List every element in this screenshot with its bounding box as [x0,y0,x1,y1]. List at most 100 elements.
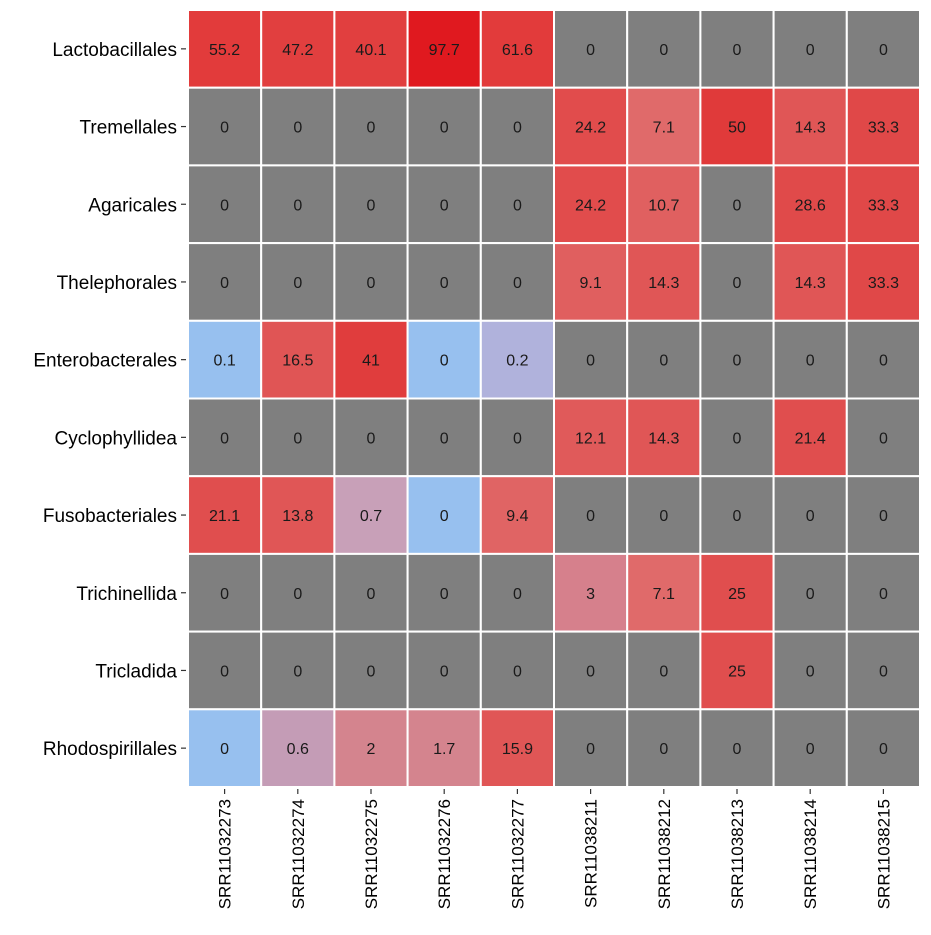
cell-value-label: 2 [367,741,376,758]
cell-value-label: 0 [733,42,742,59]
cell-value-label: 0 [367,663,376,680]
cell-value-label: 0 [513,120,522,137]
heatmap-cell [699,319,775,400]
heatmap-cell [699,9,775,89]
cell-value-label: 33.3 [868,120,899,137]
cell-value-label: 0 [440,663,449,680]
cell-value-label: 0 [806,508,815,525]
cell-value-label: 0 [806,353,815,370]
cell-value-label: 0 [659,508,668,525]
cell-value-label: 0 [586,663,595,680]
cell-value-label: 0 [220,120,229,137]
heatmap-cell [626,475,702,555]
col-labels-layer: SRR11032273 SRR11032274 SRR11032275 SRR1103… [216,789,893,909]
cell-value-label: 0 [513,663,522,680]
cell-value-label: 0 [586,508,595,525]
heatmap-cell [845,552,921,633]
cell-value-label: 25 [728,586,746,603]
heatmap-cell [845,9,921,89]
column-label: SRR11032275 [362,799,381,909]
cell-value-label: 0 [440,353,449,370]
cell-value-label: 25 [728,663,746,680]
column-label: SRR11032273 [216,799,235,909]
row-label: Agaricales [88,195,177,216]
cell-value-label: 24.2 [575,197,606,214]
heatmap-cell [845,164,921,245]
heatmap-cell [845,475,921,555]
heatmap-cell [553,397,629,478]
heatmap-cell [845,319,921,400]
cell-value-label: 33.3 [868,275,899,292]
cell-value-label: 0 [293,663,302,680]
cell-value-label: 0 [586,353,595,370]
row-label: Rhodospirillales [43,739,177,760]
heatmap-cell [626,708,702,788]
heatmap-cell [406,475,482,555]
heatmap-cell [772,475,848,555]
heatmap-cell [699,552,775,633]
heatmap-cell [333,630,409,711]
heatmap-cell [845,242,921,322]
heatmap-cell [260,552,336,633]
heatmap-cell [187,397,263,478]
row-label: Enterobacterales [33,351,177,372]
heatmap-cell [845,708,921,788]
cell-value-label: 0 [293,430,302,447]
cell-value-label: 14.3 [648,275,679,292]
cell-value-label: 9.1 [579,275,601,292]
cell-value-label: 0 [806,586,815,603]
cell-value-label: 0 [367,430,376,447]
cell-value-label: 10.7 [648,197,679,214]
heatmap-cell [260,708,336,788]
heatmap-cell [406,552,482,633]
cell-value-label: 0 [586,741,595,758]
column-label: SRR11038211 [582,799,601,908]
heatmap-cell [699,164,775,245]
heatmap-cell [626,86,702,167]
cell-value-label: 0 [659,663,668,680]
cell-value-label: 0 [220,197,229,214]
cell-value-label: 16.5 [282,353,313,370]
column-label: SRR11038213 [728,799,747,909]
cell-value-label: 0 [293,120,302,137]
cell-value-label: 0 [659,353,668,370]
cell-value-label: 0.1 [213,353,235,370]
cell-value-label: 0 [440,197,449,214]
cell-value-label: 0 [220,275,229,292]
heatmap-cell [699,708,775,788]
heatmap-cell [772,397,848,478]
cell-value-label: 61.6 [502,42,533,59]
cell-value-label: 3 [586,586,595,603]
cell-value-label: 0 [440,120,449,137]
heatmap-cell [333,164,409,245]
heatmap-cell [406,630,482,711]
cell-value-label: 0 [879,586,888,603]
heatmap-cell [553,86,629,167]
heatmap-cell [772,319,848,400]
cell-value-label: 0 [513,275,522,292]
heatmap-cell [626,552,702,633]
cell-value-label: 28.6 [795,197,826,214]
cell-value-label: 0 [293,275,302,292]
row-label: Lactobacillales [52,40,177,61]
heatmap-cell [553,475,629,555]
heatmap-cell [772,86,848,167]
heatmap-cell [553,242,629,322]
heatmap-cell [260,630,336,711]
cell-value-label: 0 [440,586,449,603]
row-label: Tremellales [80,118,178,139]
cell-value-label: 41 [362,353,380,370]
row-label: Cyclophyllidea [54,428,177,449]
cell-value-label: 0 [733,275,742,292]
heatmap-cell [553,708,629,788]
heatmap-cell [772,630,848,711]
cell-value-label: 14.3 [795,275,826,292]
cell-value-label: 0 [806,663,815,680]
cell-value-label: 13.8 [282,508,313,525]
heatmap-cell [553,9,629,89]
column-label: SRR11032277 [508,799,527,909]
cell-value-label: 0 [879,42,888,59]
cell-value-label: 24.2 [575,120,606,137]
